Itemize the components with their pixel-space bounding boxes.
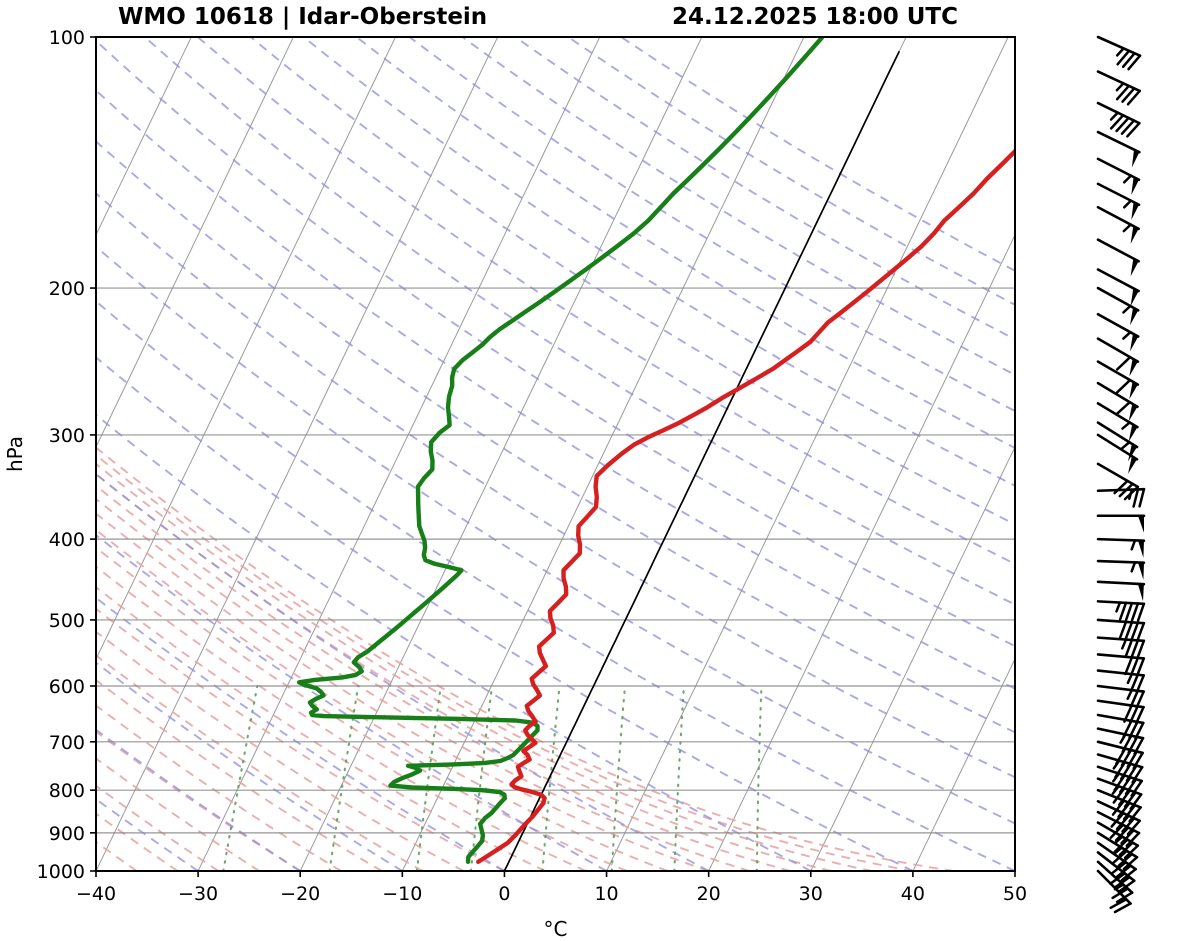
y-tick-label: 900 (49, 823, 85, 845)
dewpoint-trace (297, 37, 825, 864)
wind-barb (1096, 337, 1140, 377)
wind-barb (1096, 860, 1134, 904)
y-tick-label: 500 (49, 610, 85, 632)
wind-barb (1096, 268, 1140, 307)
temperature-trace (476, 148, 1015, 864)
wind-barb (1096, 514, 1146, 533)
x-tick-label: 0 (498, 883, 510, 905)
y-tick-label: 800 (49, 780, 85, 802)
y-tick-label: 600 (49, 676, 85, 698)
wind-barb (1096, 205, 1140, 244)
y-tick-label: 200 (49, 278, 85, 300)
x-tick-label: −40 (76, 883, 116, 905)
x-axis-label: °C (544, 917, 568, 941)
wind-barb (1096, 130, 1141, 168)
y-tick-label: 100 (49, 27, 85, 49)
x-tick-label: 40 (901, 883, 925, 905)
wind-barb (1096, 286, 1140, 326)
wind-barb (1096, 653, 1146, 677)
wind-barb (1096, 462, 1140, 501)
wind-barb (1096, 537, 1146, 558)
zero-isotherm-line (503, 50, 901, 871)
x-tick-label: −10 (382, 883, 422, 905)
wind-barb (1096, 312, 1140, 352)
wind-barb (1096, 157, 1141, 195)
y-tick-label: 300 (49, 425, 85, 447)
wind-barb (1096, 70, 1141, 106)
axis-frame (95, 36, 1016, 872)
mixing-ratio-lines (222, 684, 763, 871)
wind-barb (1096, 636, 1146, 659)
wind-barb (1096, 421, 1139, 462)
y-tick-label: 400 (49, 529, 85, 551)
wind-barb (1096, 713, 1145, 741)
wind-barb (1096, 35, 1142, 71)
y-tick-label: 700 (49, 732, 85, 754)
x-tick-label: −20 (280, 883, 320, 905)
x-tick-label: 50 (1003, 883, 1027, 905)
axis-tick-labels: −40 −30 −20 −10 0 10 20 30 40 50 100 200 300 400 500 60… (37, 27, 1027, 905)
wind-barb (1096, 559, 1146, 580)
wind-barb (1096, 740, 1144, 770)
wind-barb (1096, 381, 1139, 422)
y-axis-label: hPa (3, 436, 27, 472)
wind-barb-column (1096, 35, 1146, 914)
wind-barb (1096, 618, 1146, 642)
x-tick-label: 10 (594, 883, 618, 905)
pressure-gridlines (96, 287, 1015, 834)
x-tick-label: 30 (799, 883, 823, 905)
station-title: WMO 10618 | Idar-Oberstein (118, 4, 488, 30)
wind-barb (1096, 487, 1146, 508)
wind-barb (1096, 402, 1139, 442)
wind-barb (1096, 580, 1146, 602)
wind-barb (1096, 360, 1140, 400)
wind-barb (1096, 101, 1141, 138)
x-tick-label: 20 (697, 883, 721, 905)
wind-barb (1096, 238, 1140, 277)
x-tick-label: −30 (178, 883, 218, 905)
wind-barb (1096, 600, 1146, 622)
wind-barb (1096, 182, 1141, 220)
plot-background (96, 37, 1015, 871)
datetime-title: 24.12.2025 18:00 UTC (672, 4, 958, 30)
y-tick-label: 1000 (37, 861, 85, 883)
wind-barb (1096, 727, 1145, 756)
